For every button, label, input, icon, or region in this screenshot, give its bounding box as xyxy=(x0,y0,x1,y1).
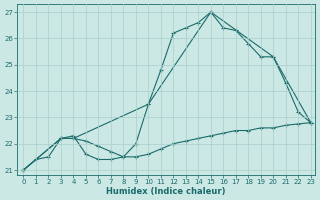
X-axis label: Humidex (Indice chaleur): Humidex (Indice chaleur) xyxy=(106,187,226,196)
